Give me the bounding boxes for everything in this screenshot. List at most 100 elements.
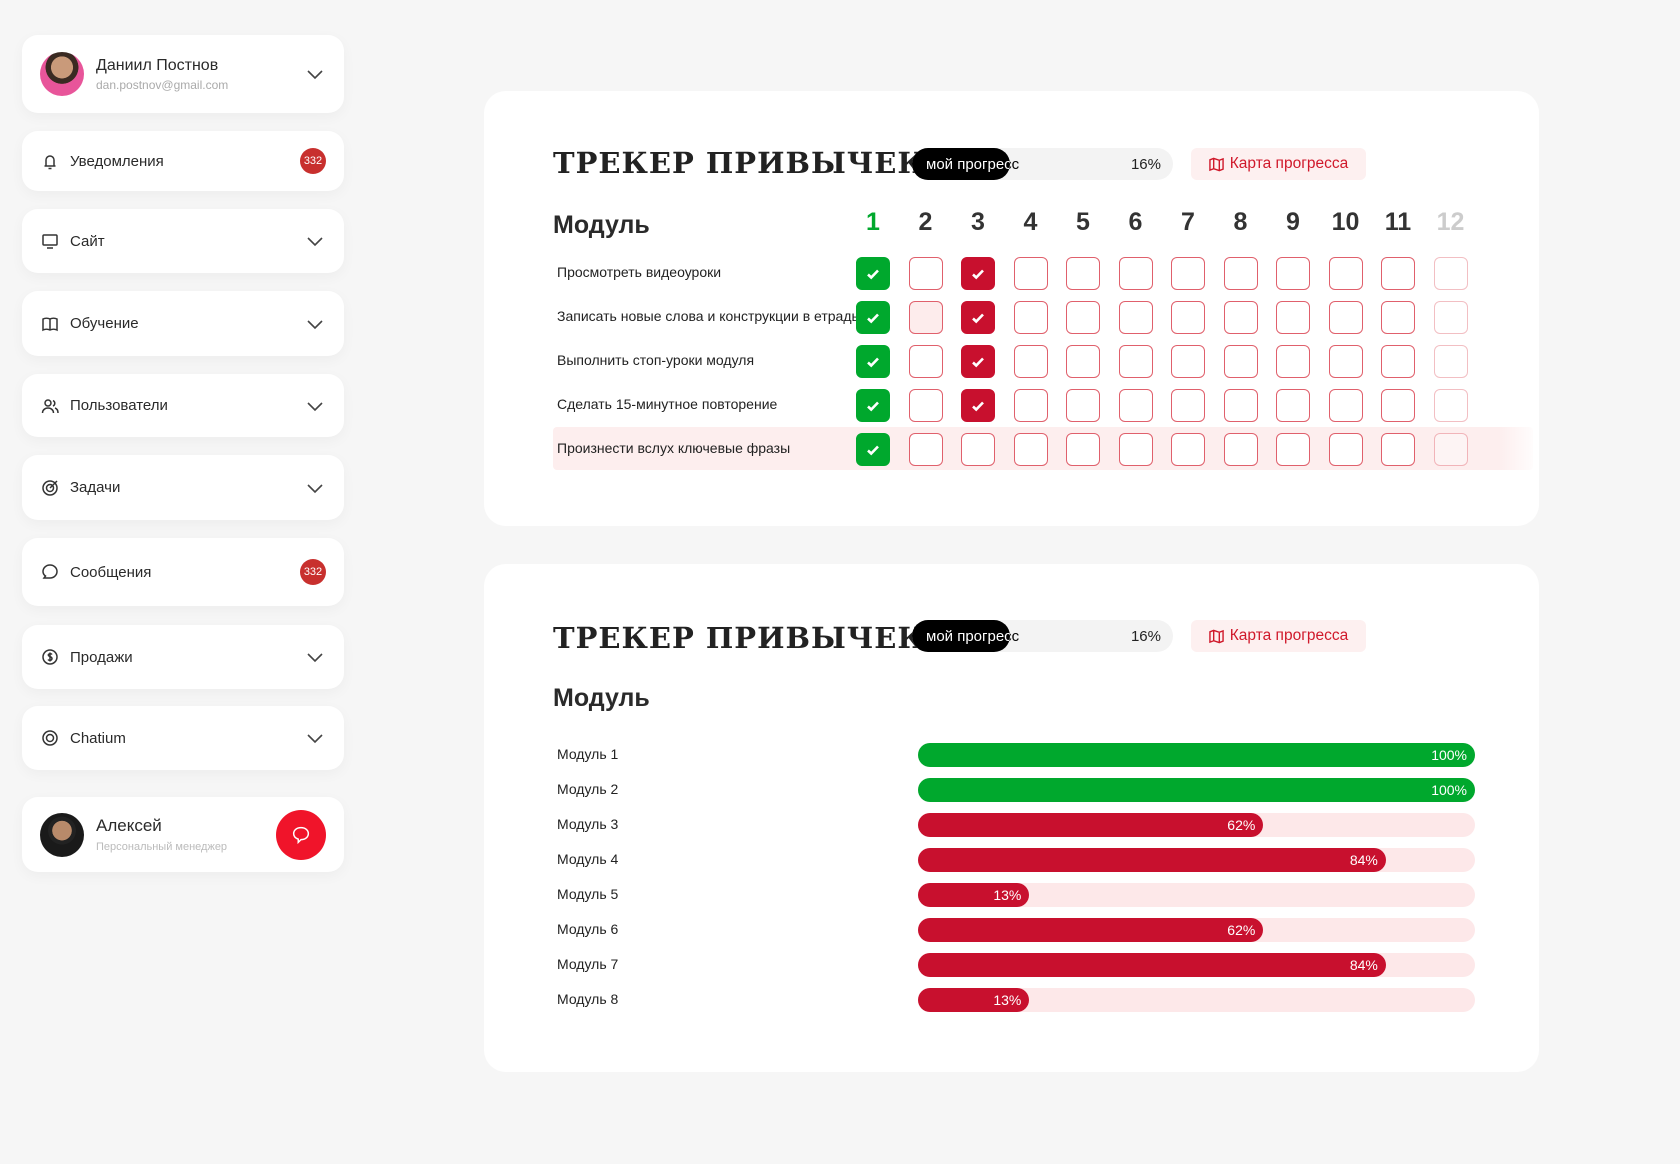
task-label: Сделать 15-минутное повторение: [557, 396, 778, 412]
habit-checkbox[interactable]: [961, 433, 995, 466]
habit-checkbox[interactable]: [908, 301, 943, 334]
sidebar-item-label: Chatium: [70, 729, 126, 747]
profile-card[interactable]: Даниил Постнов dan.postnov@gmail.com: [22, 35, 344, 113]
user-name: Даниил Постнов: [96, 56, 219, 74]
habit-checkbox[interactable]: [1276, 433, 1310, 466]
habit-checkbox[interactable]: [1223, 433, 1258, 466]
module-label: Модуль 1: [557, 746, 619, 762]
habit-checkbox[interactable]: [908, 345, 943, 378]
habit-checkbox[interactable]: [1381, 345, 1415, 378]
module-label: Модуль 3: [557, 816, 619, 832]
habit-checkbox[interactable]: [961, 301, 995, 334]
habit-checkbox[interactable]: [1171, 257, 1205, 290]
check-icon: [972, 357, 984, 367]
habit-checkbox[interactable]: [908, 257, 943, 290]
chevron-down-icon[interactable]: [304, 313, 326, 335]
monitor-icon: [40, 231, 60, 251]
module-progress-track: 100%: [918, 778, 1475, 802]
sidebar-item-6[interactable]: Продажи: [22, 625, 344, 689]
habit-checkbox[interactable]: [1013, 389, 1048, 422]
habit-checkbox[interactable]: [1223, 345, 1258, 378]
habit-checkbox[interactable]: [1013, 345, 1048, 378]
habit-checkbox[interactable]: [1066, 301, 1100, 334]
habit-checkbox[interactable]: [1066, 433, 1100, 466]
habit-checkbox[interactable]: [856, 389, 890, 422]
sidebar-item-4[interactable]: Задачи: [22, 455, 344, 520]
habit-checkbox[interactable]: [1066, 345, 1100, 378]
sidebar-item-1[interactable]: Сайт: [22, 209, 344, 273]
habit-checkbox[interactable]: [1066, 389, 1100, 422]
habit-checkbox[interactable]: [1223, 389, 1258, 422]
habit-checkbox[interactable]: [1171, 433, 1205, 466]
habit-checkbox[interactable]: [1433, 301, 1468, 334]
habit-checkbox[interactable]: [1381, 389, 1415, 422]
habit-checkbox[interactable]: [1381, 257, 1415, 290]
habit-checkbox[interactable]: [1171, 389, 1205, 422]
habit-checkbox[interactable]: [908, 433, 943, 466]
habit-checkbox[interactable]: [1328, 345, 1363, 378]
sidebar-item-7[interactable]: Chatium: [22, 706, 344, 770]
habit-checkbox[interactable]: [1223, 257, 1258, 290]
habit-checkbox[interactable]: [1171, 345, 1205, 378]
habit-checkbox[interactable]: [1433, 257, 1468, 290]
module-progress-track: 84%: [918, 848, 1475, 872]
habit-checkbox[interactable]: [1328, 257, 1363, 290]
habit-checkbox[interactable]: [908, 389, 943, 422]
habit-checkbox[interactable]: [1328, 301, 1363, 334]
habit-checkbox[interactable]: [1381, 301, 1415, 334]
habit-checkbox[interactable]: [1433, 345, 1468, 378]
habit-checkbox[interactable]: [1013, 301, 1048, 334]
chevron-down-icon[interactable]: [304, 395, 326, 417]
progress-map-button[interactable]: Карта прогресса: [1191, 148, 1366, 180]
chevron-down-icon[interactable]: [304, 646, 326, 668]
day-number: 4: [1023, 208, 1038, 236]
chevron-down-icon[interactable]: [304, 63, 326, 85]
progress-map-label: Карта прогресса: [1229, 627, 1349, 644]
module-label: Модуль 4: [557, 851, 619, 867]
habit-checkbox[interactable]: [1276, 389, 1310, 422]
habit-checkbox[interactable]: [1013, 257, 1048, 290]
habit-checkbox[interactable]: [1276, 301, 1310, 334]
sidebar-item-0[interactable]: Уведомления 332: [22, 131, 344, 191]
habit-checkbox[interactable]: [856, 301, 890, 334]
habit-checkbox[interactable]: [1066, 257, 1100, 290]
habit-checkbox[interactable]: [1013, 433, 1048, 466]
habit-checkbox[interactable]: [1118, 301, 1153, 334]
habit-checkbox[interactable]: [1118, 257, 1153, 290]
target-icon: [40, 478, 60, 498]
chevron-down-icon[interactable]: [304, 727, 326, 749]
habit-checkbox[interactable]: [1118, 345, 1153, 378]
sidebar-item-label: Уведомления: [70, 152, 164, 170]
sidebar-item-5[interactable]: Сообщения 332: [22, 538, 344, 606]
habit-checkbox[interactable]: [856, 433, 890, 466]
habit-checkbox[interactable]: [1328, 389, 1363, 422]
habit-checkbox[interactable]: [961, 345, 995, 378]
habit-checkbox[interactable]: [1276, 257, 1310, 290]
chat-button[interactable]: [276, 809, 326, 860]
habit-checkbox[interactable]: [856, 345, 890, 378]
chevron-down-icon[interactable]: [304, 477, 326, 499]
habit-checkbox[interactable]: [1118, 433, 1153, 466]
module-progress-fill: 62%: [918, 813, 1264, 837]
module-progress-track: 13%: [918, 883, 1475, 907]
habit-checkbox[interactable]: [1223, 301, 1258, 334]
sidebar-item-2[interactable]: Обучение: [22, 291, 344, 356]
habit-checkbox[interactable]: [1171, 301, 1205, 334]
module-progress-fill: 100%: [918, 778, 1475, 802]
habit-checkbox[interactable]: [961, 389, 995, 422]
chevron-down-icon[interactable]: [304, 230, 326, 252]
habit-checkbox[interactable]: [1381, 433, 1415, 466]
dollar-icon: [40, 647, 60, 667]
habit-checkbox[interactable]: [1118, 389, 1153, 422]
habit-checkbox[interactable]: [961, 257, 995, 290]
habit-checkbox[interactable]: [1276, 345, 1310, 378]
sidebar-item-3[interactable]: Пользователи: [22, 374, 344, 437]
day-number: 5: [1076, 208, 1090, 236]
progress-map-button[interactable]: Карта прогресса: [1191, 620, 1366, 652]
habit-checkbox[interactable]: [1328, 433, 1363, 466]
module-label: Модуль 6: [557, 921, 619, 937]
habit-checkbox[interactable]: [1433, 389, 1468, 422]
day-number: 10: [1331, 208, 1360, 236]
habit-checkbox[interactable]: [1433, 433, 1468, 466]
habit-checkbox[interactable]: [856, 257, 890, 290]
